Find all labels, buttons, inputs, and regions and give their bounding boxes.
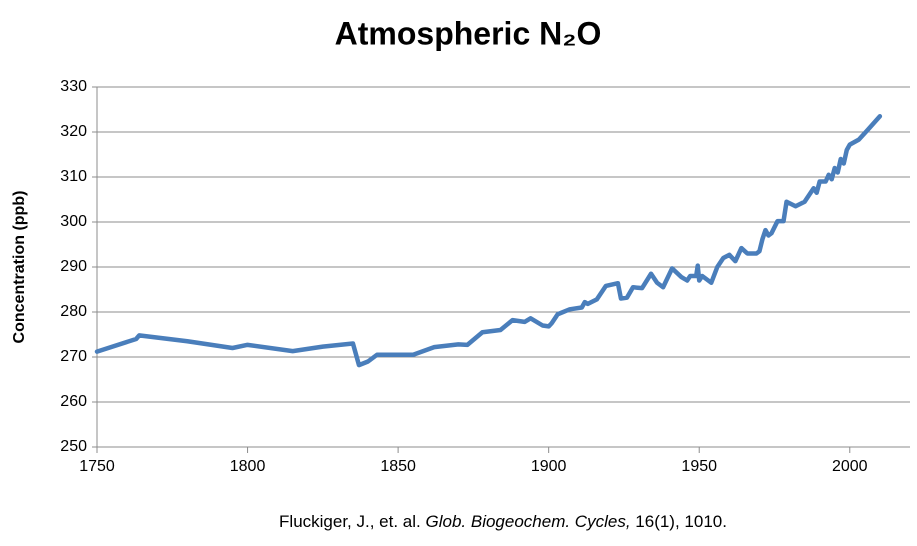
plot-area: 250 260 270 280 290 300 310 320 330 1750 1800 1850 1… xyxy=(60,78,910,475)
y-tick-label: 310 xyxy=(60,168,87,185)
x-tick-label: 2000 xyxy=(832,458,868,475)
y-tick-label: 280 xyxy=(60,303,87,320)
y-tick-label: 270 xyxy=(60,348,87,365)
x-tick-label: 1950 xyxy=(681,458,717,475)
data-line xyxy=(94,114,883,368)
x-tick-label: 1800 xyxy=(230,458,266,475)
source-journal: Glob. Biogeochem. Cycles, xyxy=(426,512,631,531)
y-tick-label: 260 xyxy=(60,393,87,410)
x-tick-label: 1900 xyxy=(531,458,567,475)
x-tick-label: 1750 xyxy=(79,458,115,475)
source-author: Fluckiger, J., et. al. xyxy=(279,512,421,531)
x-tick-label: 1850 xyxy=(380,458,416,475)
y-axis-label: Concentration (ppb) xyxy=(11,191,28,344)
y-tick-label: 300 xyxy=(60,213,87,230)
y-tick-label: 330 xyxy=(60,78,87,95)
source-note: Fluckiger, J., et. al. Glob. Biogeochem.… xyxy=(279,512,727,531)
source-details: 16(1), 1010. xyxy=(635,512,727,531)
y-tick-label: 250 xyxy=(60,438,87,455)
chart-title: Atmospheric N₂O xyxy=(335,15,602,51)
y-tick-label: 320 xyxy=(60,123,87,140)
y-tick-label: 290 xyxy=(60,258,87,275)
